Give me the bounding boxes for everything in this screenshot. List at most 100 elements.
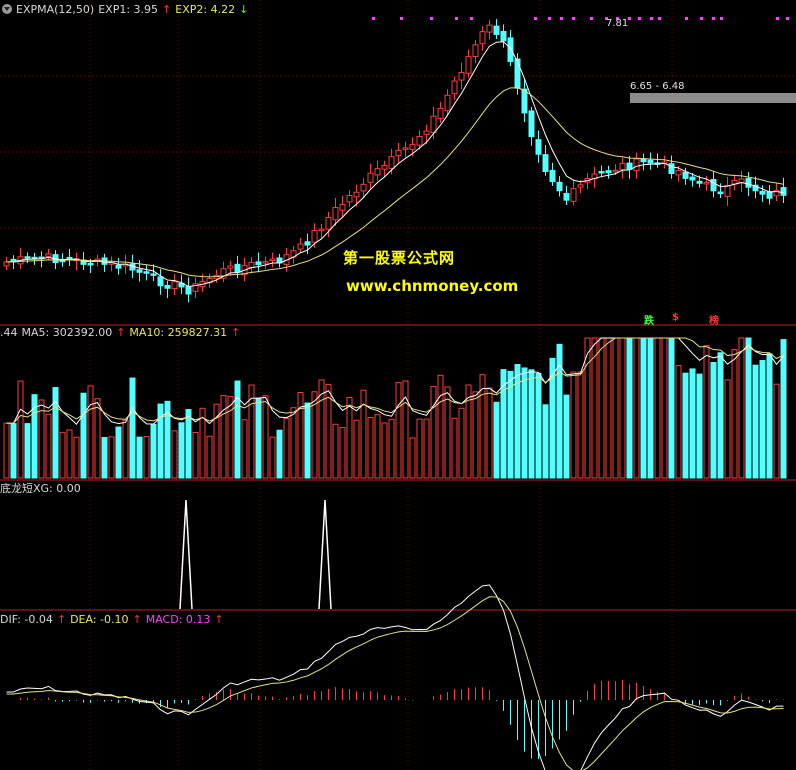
volume-bar	[402, 380, 409, 479]
volume-bar	[304, 402, 311, 479]
volume-bar	[556, 343, 563, 479]
high-price-label: 7.81	[606, 18, 629, 29]
exp2-value: EXP2: 4.22	[175, 3, 236, 16]
candle-body	[465, 56, 472, 74]
watermark-title: 第一股票公式网	[343, 249, 456, 267]
candle-body	[612, 169, 619, 173]
candle-body	[115, 264, 122, 269]
candle-body	[395, 149, 402, 157]
signal-dot	[400, 17, 403, 20]
volume-bar	[10, 423, 17, 479]
volume-bar	[773, 383, 780, 479]
marker-dollar: $	[672, 312, 679, 323]
candle-body	[150, 273, 157, 276]
volume-bar	[528, 369, 535, 479]
dea-line	[6, 596, 784, 770]
candle-body	[402, 147, 409, 150]
menu-circle-icon[interactable]	[2, 4, 12, 14]
volume-bar	[59, 431, 66, 479]
volume-bar	[689, 368, 696, 479]
candle-body	[710, 179, 717, 192]
volume-bar	[752, 364, 759, 479]
volume-bar	[724, 379, 731, 479]
down-arrow-icon: ↓	[239, 3, 249, 16]
candle-body	[724, 185, 731, 197]
candle-body	[304, 241, 311, 246]
volume-bar	[514, 363, 521, 479]
candle-body	[696, 180, 703, 184]
candle-body	[360, 183, 367, 192]
volume-bar	[66, 429, 73, 479]
volume-bar	[675, 365, 682, 479]
candle-body	[318, 228, 325, 232]
signal-spike	[318, 499, 332, 610]
volume-bar	[115, 426, 122, 479]
volume-bar	[437, 374, 444, 479]
candle-body	[353, 191, 360, 198]
exp1-value: EXP1: 3.95	[98, 3, 159, 16]
up-arrow-icon: ↑	[162, 3, 172, 16]
candle-body	[675, 170, 682, 176]
volume-bar	[101, 437, 108, 479]
volume-bar	[108, 436, 115, 479]
signal-dot	[372, 17, 375, 20]
volume-bar	[416, 418, 423, 479]
volume-ma10-line	[6, 337, 784, 424]
volume-bar	[290, 407, 297, 479]
volume-bar	[640, 337, 647, 479]
volume-bar	[626, 337, 633, 479]
volume-bar	[745, 337, 752, 479]
volume-bar	[311, 391, 318, 479]
signal-dot	[720, 17, 723, 20]
candle-body	[682, 171, 689, 179]
candle-body	[598, 171, 605, 174]
volume-bar	[143, 436, 150, 479]
signal-dot	[470, 17, 473, 20]
candle-body	[479, 31, 486, 45]
volume-bar	[325, 383, 332, 479]
candle-body	[388, 156, 395, 169]
volume-bar	[318, 379, 325, 479]
volume-bar	[31, 394, 38, 479]
candle-body	[745, 177, 752, 188]
volume-bar	[17, 380, 24, 479]
volume-bar	[213, 403, 220, 479]
candle-body	[157, 276, 164, 287]
signal-dot	[712, 17, 715, 20]
volume-bar	[122, 419, 129, 479]
volume-bar	[241, 419, 248, 479]
candle-body	[528, 110, 535, 138]
volume-bar	[577, 371, 584, 479]
signal-dot	[455, 17, 458, 20]
volume-bar	[353, 419, 360, 479]
volume-bar	[766, 353, 773, 479]
volume-bar	[591, 337, 598, 479]
candle-body	[507, 37, 514, 62]
volume-bar	[381, 422, 388, 479]
volume-bar	[178, 422, 185, 479]
candle-body	[689, 176, 696, 181]
signal-value: 底龙短XG: 0.00	[0, 482, 81, 495]
candle-body	[255, 261, 262, 266]
candle-body	[164, 284, 171, 289]
volume-bar	[283, 417, 290, 479]
volume-bar	[185, 409, 192, 479]
candle-body	[423, 130, 430, 135]
signal-dot	[786, 17, 789, 20]
volume-bar	[486, 387, 493, 479]
candle-body	[780, 187, 787, 196]
candle-body	[185, 286, 192, 295]
candle-body	[451, 80, 458, 95]
volume-bar	[80, 392, 87, 479]
volume-bar	[759, 360, 766, 479]
candle-body	[234, 263, 241, 273]
candle-body	[703, 181, 710, 185]
volume-bar	[535, 373, 542, 479]
volume-bar	[269, 436, 276, 479]
candle-body	[570, 188, 577, 202]
volume-bar	[605, 337, 612, 479]
candle-body	[262, 261, 269, 264]
volume-bar	[598, 337, 605, 479]
volume-bar	[584, 337, 591, 479]
